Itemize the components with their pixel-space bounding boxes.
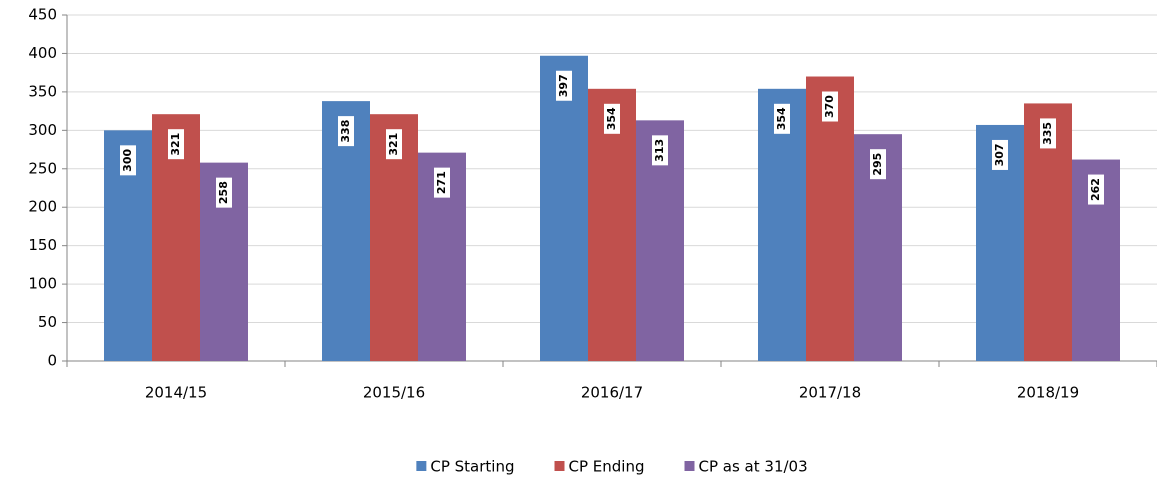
legend-label: CP Starting — [430, 458, 514, 476]
value-label: 262 — [1089, 178, 1102, 201]
y-tick-label: 200 — [28, 198, 57, 216]
value-label: 354 — [775, 107, 788, 130]
value-label: 354 — [605, 107, 618, 130]
value-label: 271 — [435, 171, 448, 194]
bar — [806, 76, 854, 361]
bar — [588, 88, 636, 362]
x-tick-label: 2015/16 — [363, 384, 425, 402]
y-tick-label: 50 — [38, 313, 57, 331]
bar — [540, 55, 588, 362]
value-label-box — [870, 149, 886, 180]
value-label-box — [652, 135, 668, 166]
y-tick-label: 350 — [28, 82, 57, 100]
value-label: 258 — [217, 181, 230, 204]
y-tick-label: 300 — [28, 121, 57, 139]
y-tick-label: 150 — [28, 236, 57, 254]
x-tick-label: 2014/15 — [145, 384, 207, 402]
value-label: 321 — [387, 133, 400, 156]
legend-label: CP as at 31/03 — [699, 458, 808, 476]
x-tick-label: 2017/18 — [799, 384, 861, 402]
value-label-box — [120, 145, 136, 176]
value-label-box — [1040, 118, 1056, 149]
value-label: 335 — [1041, 122, 1054, 145]
value-label: 295 — [871, 153, 884, 176]
value-label-box — [556, 70, 572, 101]
legend-label: CP Ending — [569, 458, 645, 476]
value-label: 397 — [557, 74, 570, 97]
value-label: 307 — [993, 143, 1006, 166]
value-label-box — [774, 103, 790, 134]
value-label: 300 — [121, 149, 134, 172]
y-tick-label: 400 — [28, 44, 57, 62]
value-label: 338 — [339, 120, 352, 143]
value-label-box — [168, 129, 184, 160]
x-tick-label: 2018/19 — [1017, 384, 1079, 402]
legend: CP Starting CP Ending CP as at 31/03 — [416, 458, 808, 476]
legend-swatch — [554, 461, 565, 471]
y-tick-label: 0 — [47, 352, 57, 370]
value-label: 321 — [169, 133, 182, 156]
value-label: 370 — [823, 95, 836, 118]
value-label-box — [338, 116, 354, 147]
legend-swatch — [416, 461, 427, 471]
value-label-box — [434, 167, 450, 198]
value-label-box — [386, 129, 402, 160]
value-label-box — [822, 91, 838, 122]
legend-swatch — [684, 461, 695, 471]
y-tick-label: 250 — [28, 159, 57, 177]
value-label-box — [216, 177, 232, 208]
y-tick-label: 450 — [28, 6, 57, 24]
y-tick-label: 100 — [28, 275, 57, 293]
value-label-box — [604, 103, 620, 134]
value-label-box — [1088, 174, 1104, 205]
x-tick-label: 2016/17 — [581, 384, 643, 402]
value-label-box — [992, 139, 1008, 170]
bar — [758, 88, 806, 362]
value-label: 313 — [653, 139, 666, 162]
